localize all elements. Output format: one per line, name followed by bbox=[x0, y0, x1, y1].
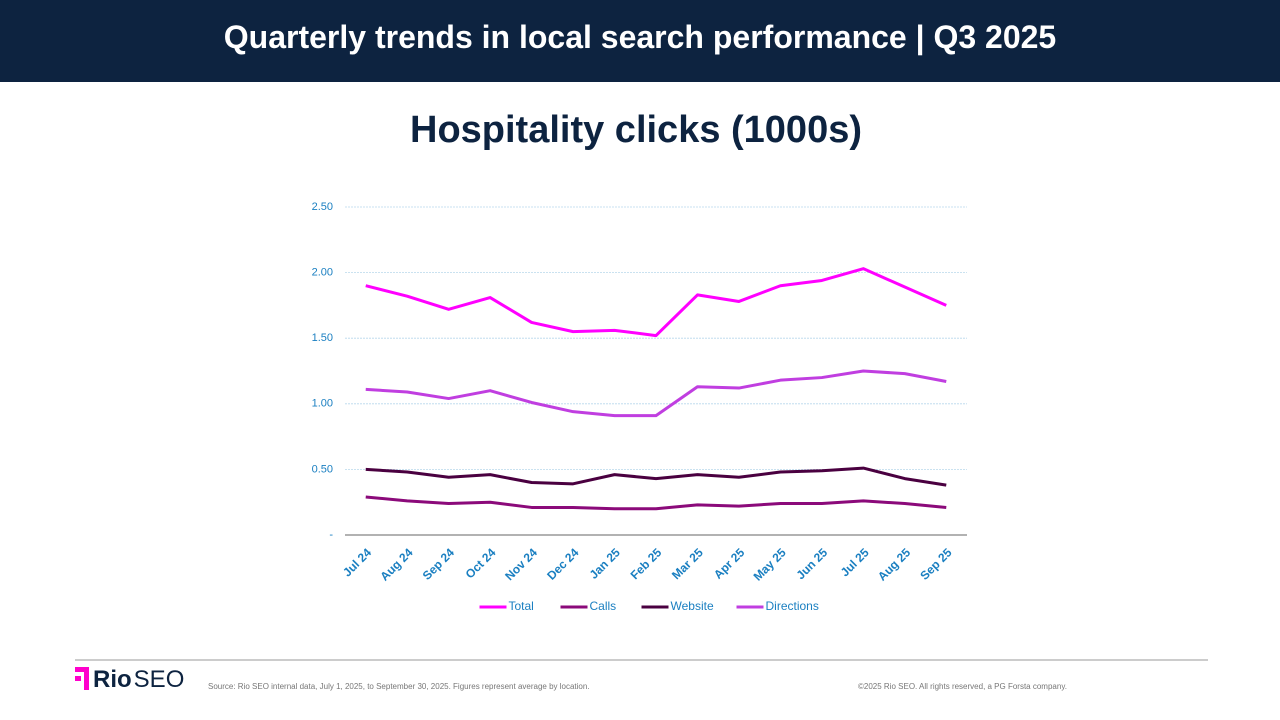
x-tick-label: Nov 24 bbox=[502, 545, 540, 583]
x-tick-label: Feb 25 bbox=[628, 545, 665, 582]
y-tick-label: 0.50 bbox=[312, 463, 333, 475]
x-tick-label: Aug 24 bbox=[377, 545, 415, 583]
logo-light: SEO bbox=[134, 666, 185, 693]
source-note: Source: Rio SEO internal data, July 1, 2… bbox=[208, 682, 590, 691]
x-tick-label: Jan 25 bbox=[587, 545, 624, 582]
x-tick-label: Dec 24 bbox=[544, 545, 581, 582]
legend-label: Total bbox=[509, 599, 534, 613]
chart-title: Hospitality clicks (1000s) bbox=[410, 109, 862, 151]
series-line bbox=[365, 267, 947, 338]
logo-bold: Rio bbox=[93, 666, 132, 693]
x-tick-label: Aug 25 bbox=[875, 545, 913, 583]
y-tick-label: 1.00 bbox=[312, 398, 333, 410]
series-line bbox=[365, 495, 947, 511]
x-tick-label: Jun 25 bbox=[793, 545, 830, 582]
series-line bbox=[365, 369, 947, 418]
x-tick-label: Jul 24 bbox=[340, 545, 374, 579]
x-tick-label: Sep 25 bbox=[917, 545, 954, 582]
logo-icon bbox=[75, 676, 81, 681]
x-tick-label: Sep 24 bbox=[420, 545, 457, 582]
x-tick-label: Mar 25 bbox=[669, 545, 706, 582]
series-line bbox=[365, 466, 947, 487]
copyright: ©2025 Rio SEO. All rights reserved, a PG… bbox=[858, 682, 1067, 691]
x-tick-label: Oct 24 bbox=[463, 545, 499, 581]
y-tick-label: 2.50 bbox=[312, 201, 333, 213]
x-tick-label: Jul 25 bbox=[838, 545, 872, 579]
legend-label: Calls bbox=[590, 599, 617, 613]
legend-label: Directions bbox=[766, 599, 819, 613]
y-tick-label: - bbox=[329, 529, 333, 541]
logo-icon bbox=[75, 667, 89, 672]
logo-icon bbox=[84, 672, 89, 690]
x-tick-label: Apr 25 bbox=[711, 545, 748, 582]
x-tick-label: May 25 bbox=[751, 545, 789, 583]
header-title: Quarterly trends in local search perform… bbox=[0, 0, 1280, 82]
legend-label: Website bbox=[671, 599, 714, 613]
y-tick-label: 1.50 bbox=[312, 332, 333, 344]
logo-text: RioSEO bbox=[93, 666, 184, 693]
y-tick-label: 2.00 bbox=[312, 267, 333, 279]
